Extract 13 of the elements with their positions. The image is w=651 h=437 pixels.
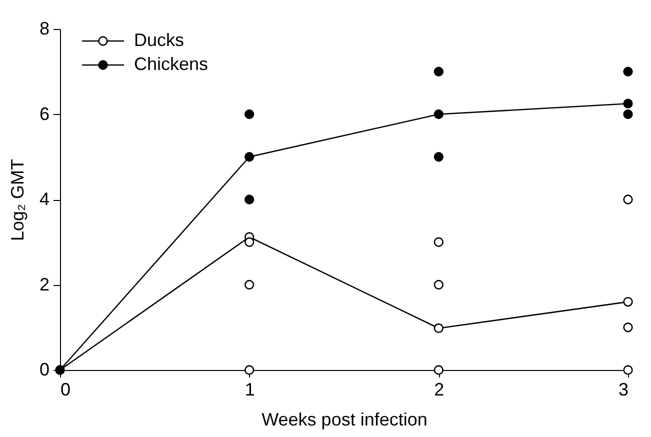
x-tick-label: 2 [434, 380, 444, 400]
y-tick-label: 6 [39, 104, 50, 124]
legend-label: Ducks [134, 30, 184, 50]
y-tick-label: 8 [39, 18, 50, 38]
y-tick-label: 2 [39, 274, 50, 294]
legend-label: Chickens [134, 54, 208, 74]
y-tick-label: 0 [39, 360, 50, 380]
y-tick-label: 4 [39, 189, 50, 209]
x-tick-label: 1 [244, 380, 255, 400]
x-axis-title: Weeks post infection [262, 410, 428, 430]
x-tick-label: 0 [60, 380, 71, 400]
y-axis-title: Log₂ GMT [7, 158, 28, 242]
x-tick-label: 3 [618, 380, 628, 400]
